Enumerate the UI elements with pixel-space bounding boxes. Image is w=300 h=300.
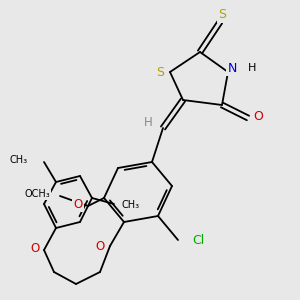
Text: Cl: Cl	[192, 233, 204, 247]
Text: S: S	[218, 8, 226, 22]
Text: O: O	[74, 199, 82, 212]
Text: S: S	[156, 65, 164, 79]
Text: H: H	[144, 116, 152, 128]
Text: CH₃: CH₃	[122, 200, 140, 210]
Text: CH₃: CH₃	[10, 155, 28, 165]
Text: O: O	[253, 110, 263, 122]
Text: O: O	[30, 242, 40, 254]
Text: H: H	[248, 63, 256, 73]
Text: N: N	[227, 61, 237, 74]
Text: OCH₃: OCH₃	[24, 189, 50, 199]
Text: O: O	[95, 239, 105, 253]
